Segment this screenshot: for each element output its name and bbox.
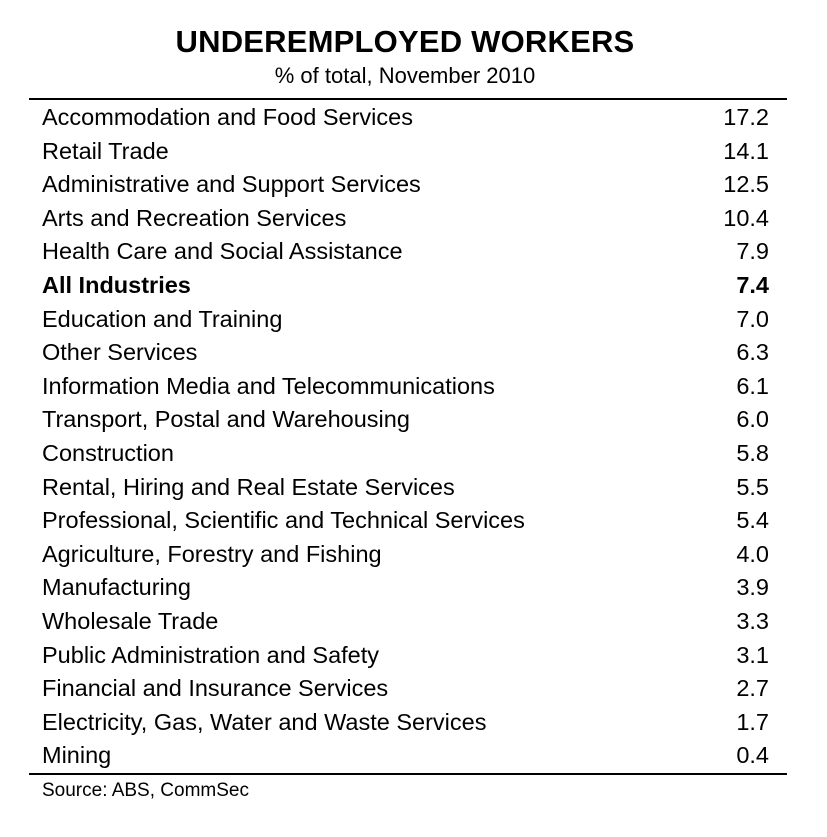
row-value: 3.9 [736,574,769,601]
row-value: 6.0 [736,406,769,433]
row-label: Rental, Hiring and Real Estate Services [42,473,455,500]
row-value: 17.2 [723,104,769,130]
row-value: 3.3 [736,607,769,634]
row-label: Financial and Insurance Services [42,675,389,702]
row-label: Education and Training [42,305,283,332]
table-row: Manufacturing 3.9 [0,571,827,605]
row-value: 1.7 [736,708,769,735]
table-row: Financial and Insurance Services 2.7 [0,672,827,706]
row-value: 12.5 [723,171,769,198]
row-label: Professional, Scientific and Technical S… [42,507,525,534]
row-value: 6.1 [736,372,769,399]
source-note: Source: ABS, CommSec [42,780,249,801]
row-label: Retail Trade [42,137,169,164]
table-row: Administrative and Support Services 12.5 [0,168,827,202]
row-value: 6.3 [736,339,769,366]
chart-title: UNDEREMPLOYED WORKERS [175,24,635,59]
row-label: Mining [42,742,112,769]
table-row: Professional, Scientific and Technical S… [0,504,827,538]
table-body: Accommodation and Food Services 17.2 Retai… [0,101,827,773]
row-label: Accommodation and Food Services [42,104,413,130]
row-label: Public Administration and Safety [42,641,380,668]
row-label: Arts and Recreation Services [42,204,347,231]
table-row: Retail Trade 14.1 [0,135,827,169]
row-label: Manufacturing [42,574,191,601]
row-value: 0.4 [736,742,769,769]
table-row: Electricity, Gas, Water and Waste Servic… [0,706,827,740]
table-row: All Industries 7.4 [0,269,827,303]
chart-subtitle: % of total, November 2010 [274,63,536,88]
row-value: 7.9 [736,238,769,265]
row-value: 5.5 [736,473,769,500]
row-value: 3.1 [736,641,769,668]
row-value: 7.4 [736,271,769,298]
top-rule [29,98,787,100]
row-value: 2.7 [736,675,769,702]
row-label: Information Media and Telecommunications [42,372,495,399]
table-row: Education and Training 7.0 [0,303,827,337]
table-row: Transport, Postal and Warehousing 6.0 [0,403,827,437]
table-row: Health Care and Social Assistance 7.9 [0,235,827,269]
row-label: Transport, Postal and Warehousing [42,406,410,433]
table-row: Other Services 6.3 [0,336,827,370]
row-label: Administrative and Support Services [42,171,421,198]
table-row: Information Media and Telecommunications… [0,370,827,404]
row-label: Construction [42,439,174,466]
bottom-rule [29,773,787,775]
row-label: Health Care and Social Assistance [42,238,403,265]
row-value: 7.0 [736,305,769,332]
row-value: 4.0 [736,540,769,567]
row-label: Wholesale Trade [42,607,219,634]
table-row: Construction 5.8 [0,437,827,471]
row-label: Other Services [42,339,198,366]
row-value: 5.4 [736,507,769,534]
table-row: Accommodation and Food Services 17.2 [0,101,827,135]
table-row: Mining 0.4 [0,739,827,773]
table-row: Wholesale Trade 3.3 [0,605,827,639]
table-row: Arts and Recreation Services 10.4 [0,202,827,236]
row-label: Electricity, Gas, Water and Waste Servic… [42,708,487,735]
table-row: Public Administration and Safety 3.1 [0,639,827,673]
row-label: All Industries [42,271,191,298]
row-value: 14.1 [723,137,769,164]
table-row: Agriculture, Forestry and Fishing 4.0 [0,538,827,572]
row-label: Agriculture, Forestry and Fishing [42,540,382,567]
table-row: Rental, Hiring and Real Estate Services 5… [0,471,827,505]
row-value: 10.4 [723,204,769,231]
row-value: 5.8 [736,439,769,466]
